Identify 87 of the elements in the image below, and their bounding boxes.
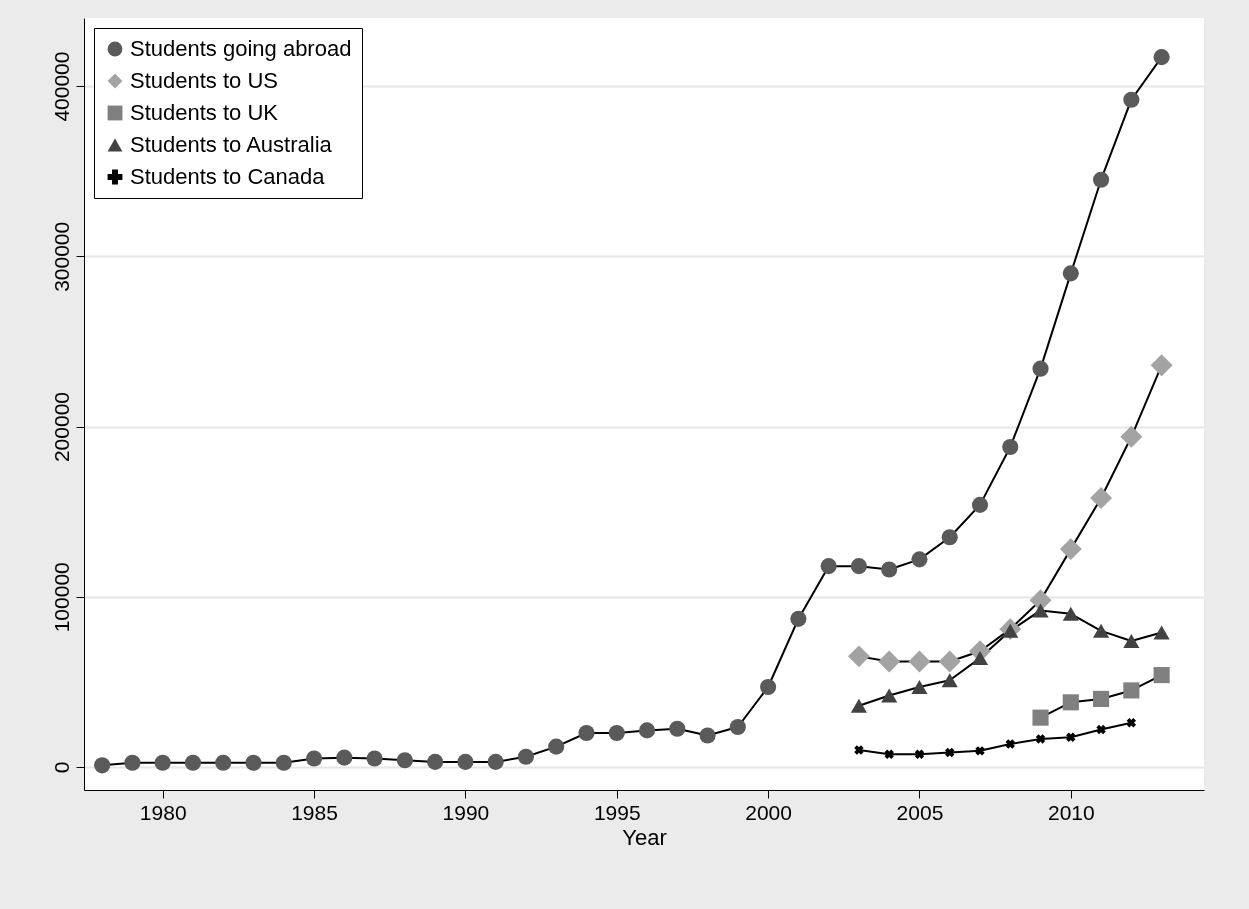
point xyxy=(245,754,262,771)
point xyxy=(396,752,413,769)
y-tick-label: 100000 xyxy=(49,562,73,633)
x-axis-title: Year xyxy=(622,824,667,850)
point xyxy=(1120,425,1143,448)
x-tick-label: 2010 xyxy=(1047,800,1095,824)
point xyxy=(336,749,353,766)
point xyxy=(1062,265,1079,282)
point xyxy=(971,496,989,513)
point xyxy=(1153,49,1170,66)
point xyxy=(1032,709,1049,726)
point xyxy=(275,754,292,771)
point xyxy=(1093,171,1110,188)
point xyxy=(1153,625,1170,640)
point xyxy=(487,753,504,770)
point xyxy=(1126,718,1137,728)
point xyxy=(184,754,202,771)
x-tick-label: 1990 xyxy=(442,800,490,824)
legend-label: Students to UK xyxy=(130,100,279,125)
point xyxy=(1093,623,1110,638)
legend-label: Students to US xyxy=(130,68,278,93)
x-tick-label: 2000 xyxy=(745,800,792,824)
y-tick-label: 0 xyxy=(49,761,73,774)
point xyxy=(427,753,444,770)
point xyxy=(854,745,864,755)
point xyxy=(1093,690,1110,707)
point xyxy=(911,680,928,694)
point xyxy=(517,748,535,765)
legend-label: Students going abroad xyxy=(130,36,352,61)
point xyxy=(1066,732,1076,742)
point xyxy=(699,727,716,744)
point xyxy=(1090,487,1113,510)
point xyxy=(1096,724,1106,735)
point xyxy=(1062,606,1079,621)
point xyxy=(881,561,898,578)
point xyxy=(608,724,625,742)
point xyxy=(941,673,958,688)
legend-label: Students to Australia xyxy=(130,132,333,157)
point xyxy=(1062,694,1079,711)
point xyxy=(457,753,474,770)
point xyxy=(1032,360,1049,377)
point xyxy=(1123,91,1140,108)
x-tick-label: 1980 xyxy=(139,800,187,824)
point xyxy=(914,749,925,759)
point xyxy=(945,747,955,758)
point xyxy=(878,650,901,673)
point xyxy=(881,688,898,703)
point xyxy=(124,754,141,771)
point xyxy=(1002,438,1019,456)
point xyxy=(578,724,595,742)
point xyxy=(1150,354,1173,377)
point xyxy=(1005,739,1015,749)
point xyxy=(366,750,383,767)
point xyxy=(215,754,232,771)
point xyxy=(1059,538,1082,561)
point xyxy=(548,738,565,755)
point xyxy=(938,650,961,673)
point xyxy=(847,645,870,668)
point xyxy=(941,529,958,546)
point xyxy=(820,558,837,575)
point xyxy=(911,551,928,568)
point xyxy=(1035,734,1046,744)
y-tick-label: 400000 xyxy=(49,51,73,122)
point xyxy=(971,651,989,666)
point xyxy=(760,678,777,696)
point xyxy=(975,746,985,756)
x-tick-label: 2005 xyxy=(896,800,944,824)
point xyxy=(154,754,171,771)
point xyxy=(94,757,111,774)
point xyxy=(669,720,686,737)
point xyxy=(1123,682,1140,699)
point xyxy=(790,610,807,627)
point xyxy=(1153,667,1170,684)
legend-label: Students to Canada xyxy=(130,164,326,189)
point xyxy=(729,718,746,736)
point xyxy=(850,558,867,575)
point xyxy=(884,749,894,759)
point xyxy=(850,698,867,713)
point xyxy=(638,722,656,739)
point xyxy=(908,650,931,673)
point xyxy=(1123,634,1140,649)
point xyxy=(1032,603,1049,618)
y-tick-label: 300000 xyxy=(49,221,73,292)
x-tick-label: 1995 xyxy=(593,800,641,824)
point xyxy=(305,750,323,767)
y-tick-label: 200000 xyxy=(49,392,73,463)
x-tick-label: 1985 xyxy=(291,800,338,824)
